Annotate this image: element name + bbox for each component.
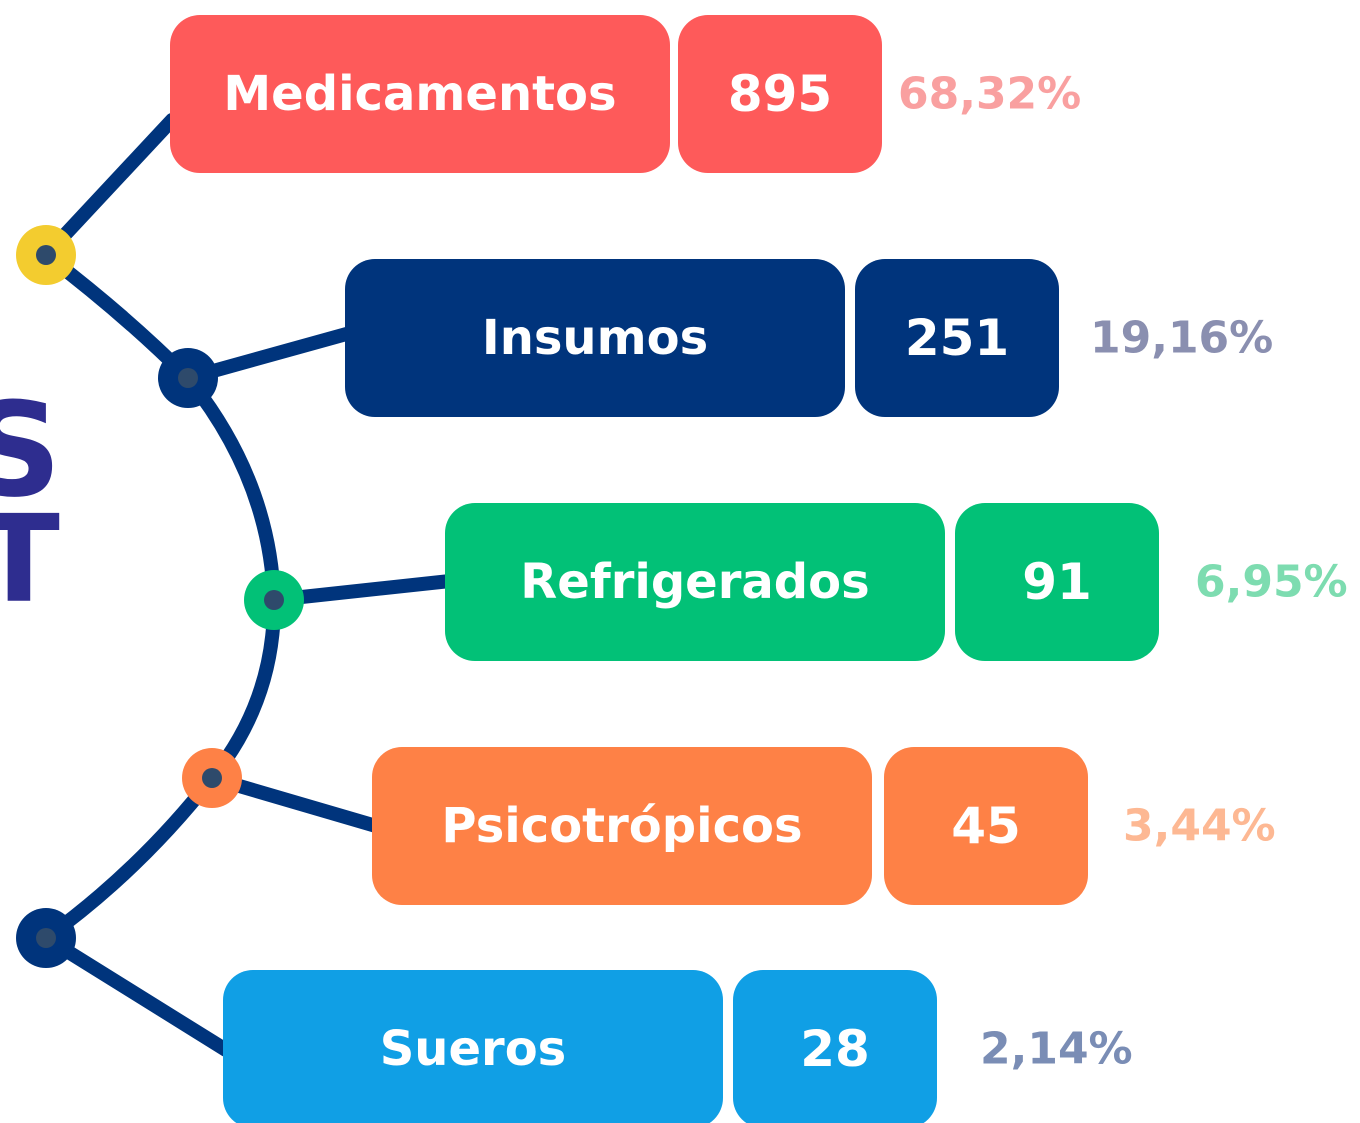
side-letter: T <box>0 491 60 630</box>
node-dot <box>36 928 56 948</box>
node-dot <box>264 590 284 610</box>
rows: Medicamentos 895 68,32% Insumos 251 19,16% Ref… <box>170 15 1348 1123</box>
row: Medicamentos 895 68,32% <box>170 15 1081 173</box>
label-box <box>345 259 845 417</box>
count-box <box>884 747 1088 905</box>
percent: 68,32% <box>898 69 1081 120</box>
label: Psicotrópicos <box>441 798 802 854</box>
label-box <box>372 747 872 905</box>
branch <box>39 931 233 1057</box>
label: Sueros <box>380 1021 567 1077</box>
branch <box>39 113 179 262</box>
row: Sueros 28 2,14% <box>223 970 1133 1123</box>
count-box <box>733 970 937 1123</box>
node-dot <box>202 768 222 788</box>
node-dot <box>178 368 198 388</box>
count-box <box>955 503 1159 661</box>
percent: 2,14% <box>980 1024 1133 1075</box>
count: 45 <box>951 797 1021 855</box>
label: Insumos <box>482 310 708 366</box>
count-box <box>855 259 1059 417</box>
count: 251 <box>905 309 1009 367</box>
row: Refrigerados 91 6,95% <box>445 503 1348 661</box>
count-box <box>678 15 882 173</box>
label-box <box>223 970 723 1123</box>
nodes <box>16 225 304 968</box>
count: 28 <box>800 1020 870 1078</box>
row: Insumos 251 19,16% <box>345 259 1273 417</box>
label-box <box>170 15 670 173</box>
percent: 6,95% <box>1195 557 1348 608</box>
label-box <box>445 503 945 661</box>
percent: 19,16% <box>1090 313 1273 364</box>
node-dot <box>36 245 56 265</box>
row: Psicotrópicos 45 3,44% <box>372 747 1276 905</box>
percent: 3,44% <box>1123 801 1276 852</box>
label: Medicamentos <box>223 66 616 122</box>
count: 895 <box>728 65 832 123</box>
label: Refrigerados <box>520 554 869 610</box>
side-letter: S <box>0 374 62 526</box>
count: 91 <box>1022 553 1092 611</box>
